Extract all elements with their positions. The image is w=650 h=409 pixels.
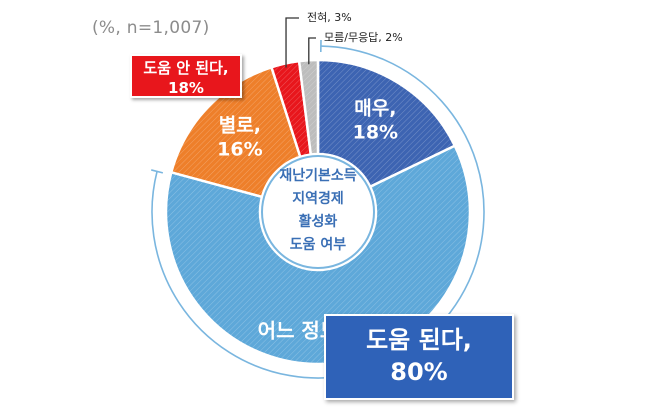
positive-group-label: 도움 된다, <box>366 326 472 354</box>
center-label-line-0: 재난기본소득 <box>279 167 356 184</box>
center-label-line-1: 지역경제 <box>292 190 344 207</box>
positive-group-value: 80% <box>390 358 448 386</box>
positive-group-bracket-tick-1 <box>151 169 164 174</box>
slice-4-texture <box>299 60 318 155</box>
center-label-line-2: 활성화 <box>299 213 338 230</box>
negative-group-value: 18% <box>168 79 204 97</box>
slice-2-texture <box>171 67 301 197</box>
slice-0-texture <box>318 60 455 187</box>
slice-1-texture <box>166 145 470 364</box>
negative-group-label: 도움 안 된다, <box>143 59 229 77</box>
callout-line-4 <box>308 37 316 65</box>
positive-group-box: 도움 된다, 80% <box>324 314 514 400</box>
callout-line-3 <box>285 17 299 68</box>
slice-label-2: 별로, 16% <box>217 114 262 160</box>
callout-label-4: 모름/무응답, 2% <box>324 31 403 44</box>
center-circle <box>261 155 375 269</box>
callout-label-3: 전혀, 3% <box>307 11 352 24</box>
sample-note: (%, n=1,007) <box>92 18 210 38</box>
center-label-line-3: 도움 여부 <box>290 236 347 253</box>
slice-label-0: 매우, 18% <box>353 97 398 143</box>
negative-group-box: 도움 안 된다, 18% <box>130 54 242 98</box>
